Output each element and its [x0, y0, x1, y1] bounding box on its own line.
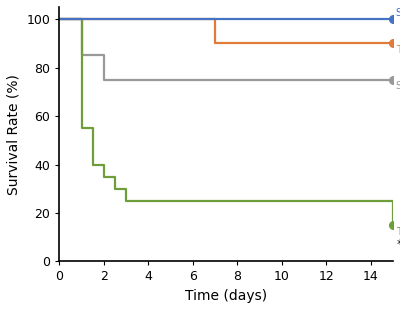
Text: T2DM (90%): T2DM (90%): [396, 45, 400, 55]
Text: T2DM+MI (15%): T2DM+MI (15%): [396, 226, 400, 236]
Y-axis label: Survival Rate (%): Survival Rate (%): [7, 74, 21, 195]
Text: *†‡: *†‡: [396, 237, 400, 250]
X-axis label: Time (days): Time (days): [185, 289, 267, 303]
Text: Sham (100%): Sham (100%): [396, 8, 400, 18]
Text: Sham+MI (75%): Sham+MI (75%): [396, 81, 400, 91]
